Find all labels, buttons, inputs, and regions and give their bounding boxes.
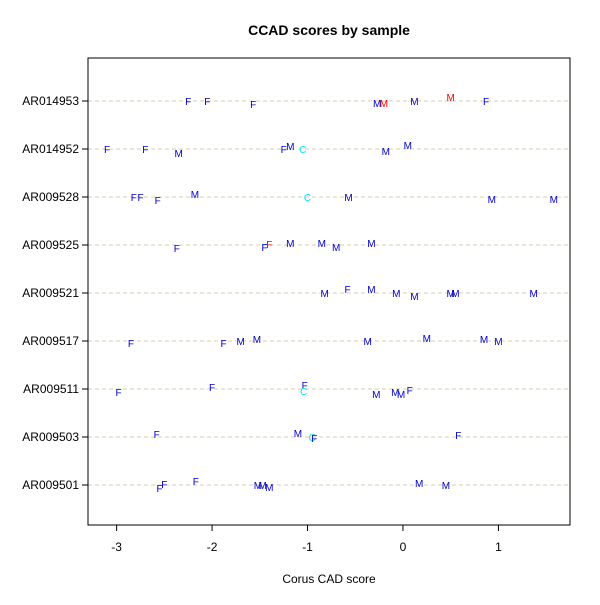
x-axis: -3 -2 -1 0 1 (111, 525, 502, 554)
x-tick-label: -2 (207, 540, 218, 554)
data-point-AR014952-13: C (299, 145, 306, 156)
data-point-AR014952-11: F (281, 145, 287, 156)
data-point-AR009521-34: M (392, 289, 400, 300)
data-point-AR014953-2: F (250, 100, 256, 111)
data-point-AR014952-10: M (175, 149, 183, 160)
data-point-AR009528-22: M (488, 195, 496, 206)
y-tick-label: AR009503 (22, 430, 79, 444)
data-point-AR009525-30: M (367, 239, 375, 250)
data-point-AR009525-25: F (262, 243, 268, 254)
plot-frame (87, 57, 571, 526)
data-point-AR009501-63: M (254, 481, 262, 492)
data-points: F F F MM M M FF F M F M C MMF F FM C M M MF FF M M M MM F M M M MM MF… (104, 93, 558, 495)
data-point-AR014953-5: M (410, 97, 418, 108)
data-point-AR014952-9: F (142, 145, 148, 156)
data-point-AR009521-35: M (410, 292, 418, 303)
data-point-AR014952-14: M (382, 147, 390, 158)
data-point-AR009501-62: F (193, 477, 199, 488)
data-point-AR009511-48: F (209, 383, 215, 394)
data-point-AR009528-16: F (131, 193, 137, 204)
data-point-AR009521-31: M (321, 289, 329, 300)
y-tick-label: AR014952 (22, 142, 79, 156)
data-point-AR009511-53: M (397, 390, 405, 401)
y-tick-label: AR014953 (22, 94, 79, 108)
data-point-AR009501-61: F (161, 480, 167, 491)
x-tick-label: -3 (111, 540, 122, 554)
data-point-AR009528-23: M (550, 195, 558, 206)
data-point-AR009511-50: C (300, 387, 307, 398)
data-point-AR009528-19: M (191, 190, 199, 201)
data-point-AR009525-27: M (286, 239, 294, 250)
data-point-AR014953-4: M (380, 99, 388, 110)
data-point-AR009501-67: M (442, 481, 450, 492)
data-point-AR009511-49: F (302, 381, 308, 392)
data-point-AR009501-60: F (157, 484, 163, 495)
y-tick-label: AR009517 (22, 334, 79, 348)
gridlines (88, 100, 570, 486)
data-point-AR014952-15: M (404, 141, 412, 152)
x-tick-label: 0 (400, 540, 407, 554)
data-point-AR009517-44: M (423, 334, 431, 345)
data-point-AR014952-12: M (286, 142, 294, 153)
data-point-AR009501-66: M (415, 479, 423, 490)
data-point-AR009517-43: M (363, 337, 371, 348)
data-point-AR009517-45: M (480, 335, 488, 346)
chart-title: CCAD scores by sample (248, 22, 410, 38)
data-point-AR009521-38: M (530, 289, 538, 300)
data-point-AR014952-8: F (104, 145, 110, 156)
data-point-AR009525-26: F (266, 240, 272, 251)
data-point-AR009517-40: F (220, 339, 226, 350)
data-point-AR009503-57: C (309, 433, 316, 444)
data-point-AR009525-24: F (174, 244, 180, 255)
data-point-AR009503-56: M (294, 429, 302, 440)
data-point-AR009511-54: F (407, 386, 413, 397)
data-point-AR009511-52: M (391, 388, 399, 399)
data-point-AR014953-7: F (483, 97, 489, 108)
data-point-AR009521-37: M (451, 289, 459, 300)
y-axis: AR009501 AR009503 AR009511 AR009517 AR009521… (22, 94, 88, 492)
y-tick-label: AR009501 (22, 478, 79, 492)
data-point-AR009521-33: M (367, 285, 375, 296)
data-point-AR014953-1: F (204, 97, 210, 108)
data-point-AR009503-55: F (154, 430, 160, 441)
data-point-AR009528-20: C (304, 193, 311, 204)
data-point-AR009517-46: M (494, 337, 502, 348)
data-point-AR009528-17: F (137, 193, 143, 204)
y-tick-label: AR009528 (22, 190, 79, 204)
data-point-AR009521-32: F (345, 285, 351, 296)
x-tick-label: -1 (302, 540, 313, 554)
data-point-AR014953-3: M (373, 99, 381, 110)
data-point-AR009511-47: F (115, 388, 121, 399)
data-point-AR014953-0: F (185, 97, 191, 108)
data-point-AR014953-6: M (447, 93, 455, 104)
x-axis-label: Corus CAD score (282, 572, 376, 586)
data-point-AR009517-41: M (237, 337, 245, 348)
data-point-AR009503-58: F (311, 434, 317, 445)
data-point-AR009528-18: F (155, 196, 161, 207)
data-point-AR009521-36: M (447, 289, 455, 300)
data-point-AR009517-39: F (128, 339, 134, 350)
x-tick-label: 1 (495, 540, 502, 554)
data-point-AR009517-42: M (253, 335, 261, 346)
data-point-AR009511-51: M (372, 390, 380, 401)
y-tick-label: AR009511 (23, 382, 79, 396)
data-point-AR009525-28: M (318, 239, 326, 250)
data-point-AR009501-65: M (265, 483, 273, 494)
y-tick-label: AR009525 (22, 238, 79, 252)
data-point-AR009503-59: F (455, 431, 461, 442)
data-point-AR009528-21: M (344, 193, 352, 204)
data-point-AR009501-64: M (258, 481, 266, 492)
data-point-AR009525-29: M (332, 243, 340, 254)
y-tick-label: AR009521 (22, 286, 79, 300)
